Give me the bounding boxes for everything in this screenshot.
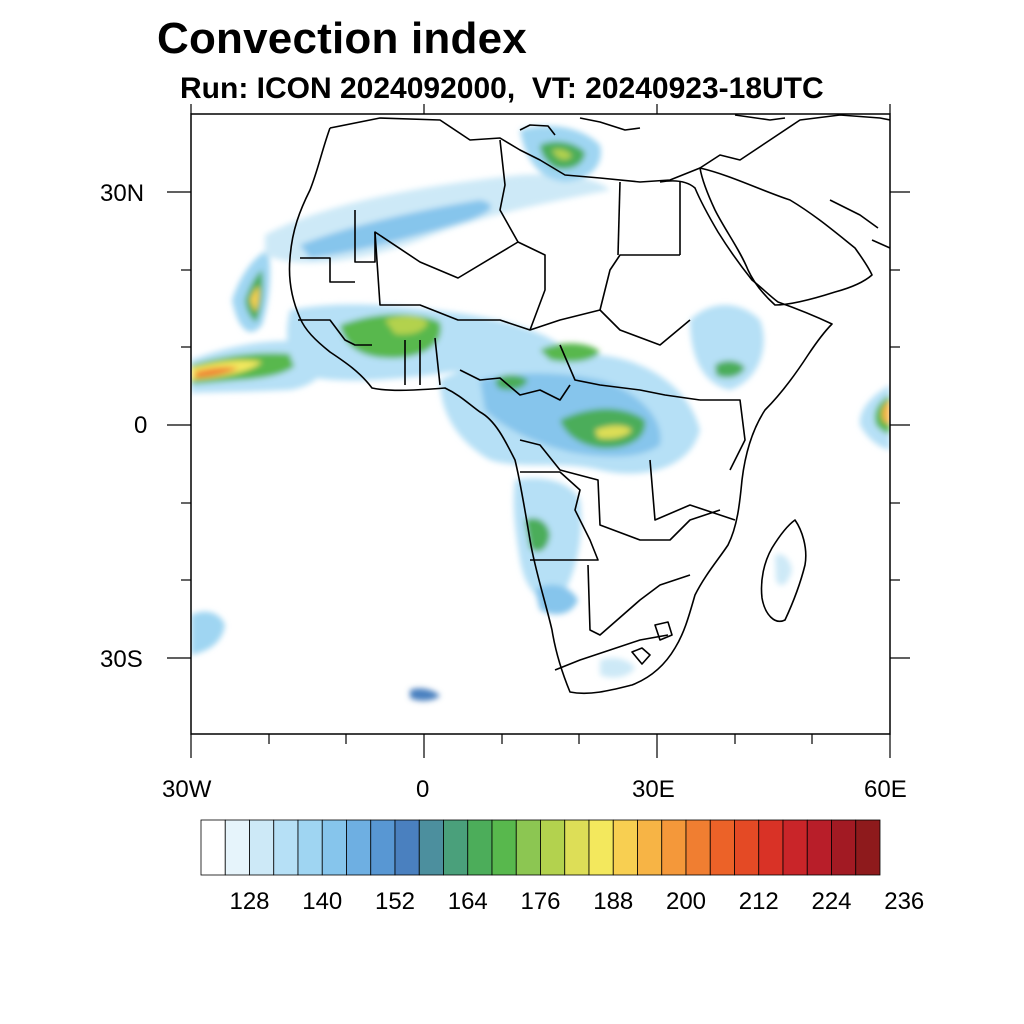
colorbar-tick-label: 188 xyxy=(593,888,634,915)
colorbar-box xyxy=(200,819,226,876)
lat-label-30n: 30N xyxy=(100,180,145,207)
colorbar-tick-label: 224 xyxy=(811,888,852,915)
colorbar-box xyxy=(370,819,396,876)
colorbar-tick-label: 140 xyxy=(302,888,343,915)
lon-label-30e: 30E xyxy=(632,776,675,803)
colorbar-box xyxy=(515,819,541,876)
colorbar-box xyxy=(467,819,493,876)
colorbar-box xyxy=(806,819,832,876)
colorbar-box xyxy=(224,819,250,876)
colorbar-tick-label: 128 xyxy=(229,888,270,915)
lon-label-30w: 30W xyxy=(162,776,212,803)
lon-label-60e: 60E xyxy=(864,776,907,803)
colorbar-box xyxy=(443,819,469,876)
map-area xyxy=(191,114,890,734)
colorbar-box xyxy=(564,819,590,876)
colorbar-box xyxy=(831,819,857,876)
colorbar-box xyxy=(297,819,323,876)
colorbar xyxy=(200,819,881,876)
colorbar-box xyxy=(491,819,517,876)
colorbar-box xyxy=(685,819,711,876)
colorbar-box xyxy=(734,819,760,876)
colorbar-box xyxy=(394,819,420,876)
colorbar-box xyxy=(661,819,687,876)
map-frame xyxy=(190,113,891,735)
colorbar-box xyxy=(637,819,663,876)
colorbar-box xyxy=(588,819,614,876)
lat-label-0: 0 xyxy=(134,412,148,439)
axis-ticks xyxy=(167,104,910,758)
colorbar-box xyxy=(855,819,881,876)
colorbar-box xyxy=(418,819,444,876)
map-title: Convection index xyxy=(157,14,527,63)
colorbar-tick-label: 152 xyxy=(374,888,416,915)
colorbar-box xyxy=(249,819,275,876)
map-subtitle: Run: ICON 2024092000, VT: 20240923-18UTC xyxy=(180,72,824,105)
lon-label-0: 0 xyxy=(416,776,430,803)
colorbar-tick-label: 236 xyxy=(884,888,925,915)
colorbar-box xyxy=(709,819,735,876)
coastlines-and-borders xyxy=(288,114,890,695)
colorbar-box xyxy=(346,819,372,876)
colorbar-tick-label: 164 xyxy=(447,888,488,915)
colorbar-tick-label: 212 xyxy=(738,888,779,915)
colorbar-tick-label: 176 xyxy=(520,888,561,915)
colorbar-tick-label: 200 xyxy=(665,888,707,915)
colorbar-box xyxy=(540,819,566,876)
colorbar-box xyxy=(782,819,808,876)
lat-label-30s: 30S xyxy=(100,646,143,673)
colorbar-box xyxy=(321,819,347,876)
colorbar-box xyxy=(273,819,299,876)
colorbar-box xyxy=(612,819,638,876)
colorbar-box xyxy=(758,819,784,876)
